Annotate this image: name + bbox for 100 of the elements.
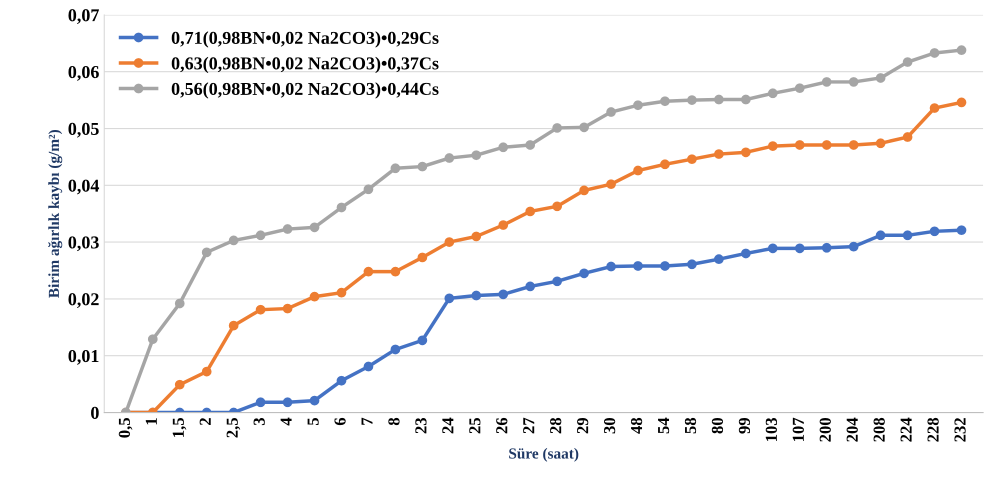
point bbox=[633, 100, 643, 110]
point bbox=[606, 262, 616, 272]
x-tick-label: 58 bbox=[684, 418, 696, 434]
point bbox=[902, 57, 912, 67]
point bbox=[902, 230, 912, 240]
point bbox=[956, 45, 966, 55]
x-tick-label: 2 bbox=[200, 418, 211, 426]
point bbox=[310, 292, 320, 302]
point bbox=[633, 261, 643, 271]
point bbox=[336, 288, 346, 298]
point bbox=[956, 98, 966, 108]
point bbox=[282, 224, 292, 234]
y-tick-label: 0,04 bbox=[68, 180, 100, 194]
x-tick-label: 99 bbox=[738, 418, 750, 434]
point bbox=[282, 397, 292, 408]
point bbox=[902, 132, 912, 142]
point bbox=[714, 149, 724, 159]
point bbox=[228, 236, 239, 246]
y-tick-label: 0,03 bbox=[68, 236, 99, 252]
x-tick-label: 0,5 bbox=[118, 418, 132, 438]
point bbox=[740, 148, 751, 158]
point bbox=[256, 230, 266, 240]
legend-label: 0,63(0,98BN•0,02 Na2CO3)•0,37Cs bbox=[172, 56, 439, 74]
point bbox=[498, 142, 508, 152]
point bbox=[498, 290, 508, 300]
point bbox=[930, 103, 940, 113]
x-tick-label: 27 bbox=[523, 418, 534, 434]
point bbox=[714, 254, 724, 264]
point bbox=[579, 186, 589, 196]
x-tick-label: 30 bbox=[604, 418, 616, 434]
point bbox=[930, 226, 940, 236]
legend-label: 0,56(0,98BN•0,02 Na2CO3)•0,44Cs bbox=[172, 82, 439, 99]
point bbox=[282, 304, 292, 314]
point bbox=[364, 266, 374, 277]
point bbox=[687, 95, 697, 105]
point bbox=[633, 166, 643, 176]
point bbox=[336, 376, 346, 386]
point bbox=[579, 122, 589, 132]
x-tick-label: 107 bbox=[792, 418, 804, 442]
x-tick-label: 26 bbox=[496, 418, 508, 434]
point bbox=[418, 162, 428, 172]
y-tick-label: 0,07 bbox=[68, 9, 99, 24]
point bbox=[822, 140, 832, 150]
point bbox=[390, 163, 400, 174]
point bbox=[848, 77, 859, 87]
x-tick-label: 8 bbox=[388, 418, 400, 426]
point bbox=[498, 220, 508, 230]
point bbox=[714, 94, 724, 104]
x-tick-label: 228 bbox=[927, 418, 939, 442]
y-tick-label: 0,05 bbox=[68, 122, 99, 138]
point bbox=[525, 140, 536, 150]
x-tick-label: 204 bbox=[846, 418, 858, 442]
point bbox=[336, 202, 346, 212]
point bbox=[660, 261, 670, 271]
point bbox=[256, 397, 266, 408]
x-tick-label: 80 bbox=[712, 418, 724, 434]
x-tick-label: 29 bbox=[577, 418, 588, 434]
point bbox=[471, 290, 482, 300]
point bbox=[794, 140, 805, 150]
point bbox=[471, 232, 482, 242]
point bbox=[418, 252, 428, 262]
point bbox=[418, 336, 428, 346]
point bbox=[660, 159, 670, 170]
point bbox=[174, 380, 185, 390]
point bbox=[876, 230, 886, 240]
point bbox=[740, 94, 751, 104]
point bbox=[310, 222, 320, 232]
point bbox=[202, 247, 212, 258]
point bbox=[660, 96, 670, 106]
point bbox=[794, 83, 805, 94]
x-tick-label: 2,5 bbox=[226, 418, 240, 438]
point bbox=[687, 154, 697, 164]
point bbox=[687, 259, 697, 270]
point bbox=[444, 153, 454, 163]
x-tick-label: 224 bbox=[900, 418, 912, 442]
point bbox=[552, 123, 562, 133]
point bbox=[471, 150, 482, 160]
point bbox=[606, 179, 616, 190]
point bbox=[174, 298, 185, 308]
x-tick-label: 24 bbox=[442, 418, 454, 434]
point bbox=[310, 396, 320, 406]
legend-label: 0,71(0,98BN•0,02 Na2CO3)•0,29Cs bbox=[172, 31, 439, 48]
x-tick-label: 25 bbox=[469, 418, 480, 434]
point bbox=[956, 225, 966, 236]
point bbox=[876, 73, 886, 83]
y-tick-label: 0 bbox=[91, 406, 99, 419]
point bbox=[876, 138, 886, 148]
x-tick-label: 208 bbox=[874, 418, 885, 442]
x-tick-label: 1 bbox=[146, 418, 157, 424]
x-axis-title: Süre (saat) bbox=[509, 448, 578, 462]
x-tick-label: 54 bbox=[658, 418, 670, 434]
point bbox=[390, 266, 400, 277]
y-axis-title: Birim ağırlık kaybı (g/m²) bbox=[48, 130, 62, 298]
point bbox=[148, 334, 158, 344]
point bbox=[848, 140, 859, 150]
x-tick-label: 232 bbox=[954, 418, 966, 442]
x-tick-label: 4 bbox=[280, 418, 292, 426]
point bbox=[848, 242, 859, 252]
x-tick-label: 28 bbox=[550, 418, 562, 434]
point bbox=[364, 362, 374, 372]
